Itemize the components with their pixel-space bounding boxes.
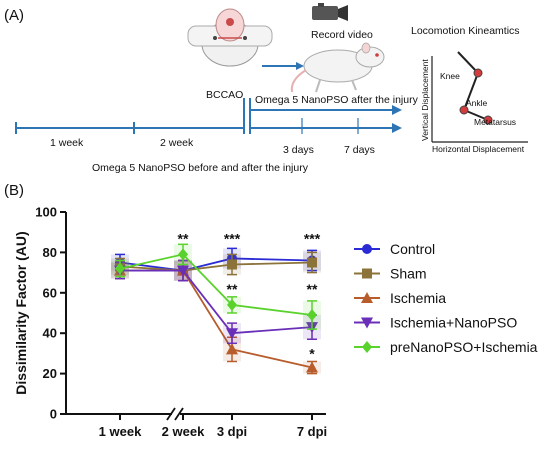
y-tick-label: 100 xyxy=(35,205,57,220)
series-line xyxy=(119,253,313,316)
legend-label: Control xyxy=(390,241,435,257)
panel-b-label: (B) xyxy=(4,182,24,199)
data-point xyxy=(307,257,317,268)
legend-label: Ischemia+NanoPSO xyxy=(390,315,517,331)
days7-label: 7 days xyxy=(344,144,375,156)
metatarsus-marker xyxy=(483,115,493,125)
significance-label: ** xyxy=(227,281,238,297)
knee-marker xyxy=(473,68,483,78)
loco-horizontal-label: Horizontal Displacement xyxy=(432,144,525,154)
bccao-label: BCCAO xyxy=(206,89,243,101)
data-point xyxy=(227,259,237,270)
data-point xyxy=(178,248,188,261)
week2-label: 2 week xyxy=(160,137,194,149)
y-tick-label: 60 xyxy=(43,285,57,300)
days3-label: 3 days xyxy=(283,144,314,156)
x-tick-label: 7 dpi xyxy=(297,424,327,439)
significance-label: * xyxy=(309,345,315,361)
series-control xyxy=(111,247,321,282)
week1-label: 1 week xyxy=(50,137,84,149)
legend-marker xyxy=(361,292,373,303)
legend-marker xyxy=(361,317,373,329)
y-tick-label: 20 xyxy=(43,366,57,381)
legend-item: Ischemia xyxy=(354,290,446,306)
leg-segments xyxy=(457,51,489,121)
series-sham xyxy=(111,251,321,282)
legend-label: preNanoPSO+Ischemia xyxy=(390,339,538,355)
series-ischemia-nanopso xyxy=(111,259,321,345)
legend-marker xyxy=(362,244,372,254)
x-tick-label: 2 week xyxy=(162,424,205,439)
data-point xyxy=(227,298,237,311)
series-line xyxy=(119,261,313,272)
data-point xyxy=(226,328,238,340)
significance-label: *** xyxy=(224,230,241,246)
y-tick-label: 80 xyxy=(43,245,57,260)
data-point xyxy=(115,262,125,275)
y-tick-label: 40 xyxy=(43,326,57,341)
legend-label: Sham xyxy=(390,266,427,282)
legend: Control Sham Ischemia Ischemia+NanoPSO preNa… xyxy=(354,241,538,355)
x-tick-label: 3 dpi xyxy=(217,424,247,439)
legend-marker xyxy=(362,341,372,353)
legend-item: Control xyxy=(354,241,435,257)
axis-break-mark xyxy=(174,407,184,421)
axis-break-mark xyxy=(166,407,176,421)
data-point xyxy=(307,309,317,322)
loco-title: Locomotion Kineamtics xyxy=(411,25,520,37)
arrow-head-icon xyxy=(296,62,304,70)
x-tick-label: 1 week xyxy=(99,424,142,439)
legend-item: Sham xyxy=(354,266,427,282)
knee-label: Knee xyxy=(440,71,460,81)
omega-after-label: Omega 5 NanoPSO after the injury xyxy=(255,94,419,106)
chart: Dissimilarity Factor (AU) 0 20 40 60 80 100 1 … xyxy=(13,205,538,440)
metatarsus-label: Metatarsus xyxy=(474,117,516,127)
loco-vertical-label: Vertical Displacement xyxy=(420,59,430,141)
camera-icon xyxy=(312,3,348,21)
data-point xyxy=(226,343,238,355)
series-line xyxy=(119,257,313,272)
series-prenanopso-ischemia xyxy=(111,243,321,330)
series-line xyxy=(120,269,313,335)
series-layer xyxy=(111,243,321,375)
annotation-layer: ** *** ***** *** xyxy=(178,230,321,361)
omega-before-after-label: Omega 5 NanoPSO before and after the inj… xyxy=(92,162,309,174)
ankle-label: Ankle xyxy=(466,98,488,108)
significance-label: ** xyxy=(178,230,189,246)
significance-label: *** xyxy=(304,230,321,246)
y-axis-title: Dissimilarity Factor (AU) xyxy=(13,231,29,394)
significance-label: ** xyxy=(307,281,318,297)
series-ischemia xyxy=(111,259,321,375)
data-point xyxy=(306,361,318,373)
y-tick-label: 0 xyxy=(50,407,57,422)
legend-item: Ischemia+NanoPSO xyxy=(354,315,517,331)
legend-marker xyxy=(362,268,372,279)
data-point xyxy=(177,265,189,277)
legend-item: preNanoPSO+Ischemia xyxy=(354,339,538,355)
ankle-marker xyxy=(459,105,469,115)
series-line xyxy=(120,269,313,369)
surgery-illustration xyxy=(187,8,273,67)
axes: 0 20 40 60 80 100 1 week 2 week 3 dpi 7 dpi xyxy=(35,205,327,440)
panel-a-label: (A) xyxy=(4,7,24,24)
legend-label: Ischemia xyxy=(390,290,446,306)
rat-illustration xyxy=(290,42,385,93)
record-video-label: Record video xyxy=(311,29,373,41)
timeline xyxy=(15,98,402,134)
